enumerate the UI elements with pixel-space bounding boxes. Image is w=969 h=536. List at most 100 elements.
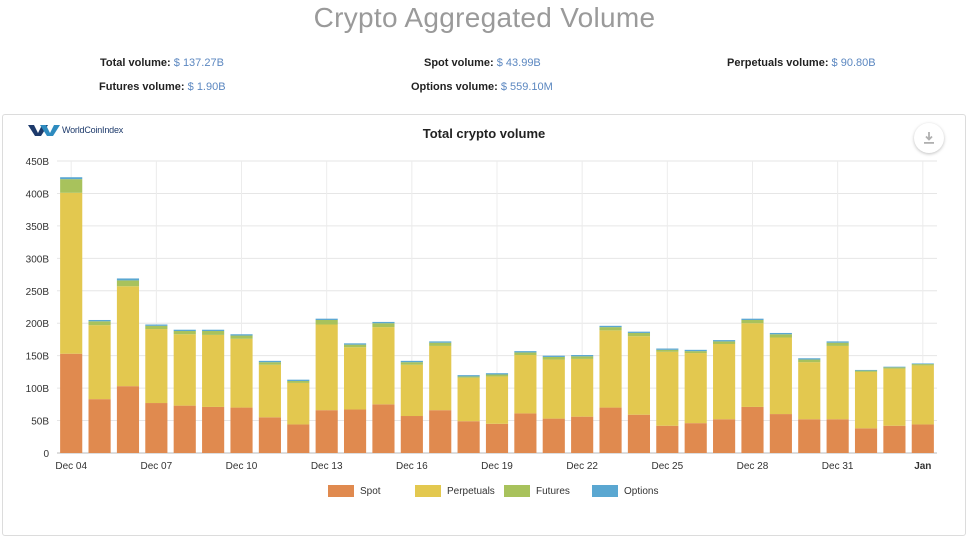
y-tick-label: 100B [26, 384, 50, 395]
bar-spot [684, 423, 707, 453]
bar-spot [429, 410, 452, 453]
bar-spot [116, 386, 140, 453]
bar-options [599, 325, 622, 328]
bar-perpetuals [684, 353, 707, 424]
stat-value: $ 137.27B [173, 57, 224, 69]
bar-spot [769, 414, 792, 453]
bar-options [883, 366, 906, 368]
bar-futures [60, 179, 83, 193]
download-button[interactable] [914, 123, 944, 153]
bar-futures [854, 370, 878, 372]
bar-options [173, 329, 196, 332]
volume-stats: Total volume: $ 137.27B Spot volume: $ 4… [0, 55, 969, 105]
bar-perpetuals [429, 345, 452, 411]
bar-perpetuals [798, 362, 821, 420]
bar-perpetuals [627, 336, 651, 415]
y-tick-label: 400B [26, 189, 50, 200]
bar-options [656, 348, 679, 350]
bar-futures [315, 319, 338, 325]
y-tick-label: 300B [26, 254, 50, 265]
y-tick-label: 0 [43, 449, 49, 460]
bar-futures [145, 325, 168, 330]
bar-spot [798, 419, 821, 453]
bar-options [372, 321, 395, 324]
y-tick-label: 200B [26, 319, 50, 330]
legend-label-futures: Futures [536, 485, 570, 497]
bar-futures [230, 335, 253, 339]
bar-options [60, 177, 83, 180]
legend-item-options[interactable]: Options [592, 485, 658, 497]
legend-swatch-futures [504, 485, 530, 497]
stat-label: Total volume: [100, 57, 171, 69]
y-tick-label: 350B [26, 222, 50, 233]
legend-item-perpetuals[interactable]: Perpetuals [415, 485, 495, 497]
bar-futures [173, 331, 196, 335]
x-tick-label: Dec 13 [311, 461, 343, 472]
stat-label: Perpetuals volume: [727, 57, 829, 69]
logo-text: WorldCoinIndex [62, 125, 124, 135]
bar-perpetuals [911, 365, 934, 425]
bar-perpetuals [514, 355, 537, 414]
bar-options [798, 358, 821, 360]
bar-spot [88, 399, 111, 453]
bar-perpetuals [542, 359, 565, 419]
bar-spot [173, 405, 196, 453]
bar-spot [627, 414, 651, 453]
bar-futures [741, 319, 764, 324]
bar-spot [457, 421, 480, 453]
bar-futures [883, 367, 906, 369]
legend-item-spot[interactable]: Spot [328, 485, 381, 497]
bar-options [854, 369, 878, 371]
worldcoinindex-logo[interactable]: WorldCoinIndex [28, 123, 123, 137]
bar-futures [713, 341, 736, 344]
x-tick-label: Jan [914, 461, 931, 472]
bar-futures [400, 362, 423, 365]
bar-futures [542, 356, 565, 360]
bar-perpetuals [202, 334, 225, 407]
bar-options [627, 331, 651, 333]
bar-futures [571, 356, 594, 359]
bar-perpetuals [258, 364, 281, 418]
legend-item-futures[interactable]: Futures [504, 485, 570, 497]
chart-title: Total crypto volume [422, 126, 546, 141]
stat-futures-volume: Futures volume: $ 1.90B [99, 81, 226, 93]
bar-options [514, 351, 537, 353]
bar-options [485, 373, 509, 375]
x-tick-label: Dec 19 [481, 461, 513, 472]
bar-spot [713, 419, 736, 453]
x-tick-label: Dec 07 [141, 461, 173, 472]
legend-label-spot: Spot [360, 485, 381, 497]
legend-swatch-options [592, 485, 618, 497]
y-tick-label: 50B [31, 417, 49, 428]
bar-spot [542, 418, 565, 453]
stat-value: $ 1.90B [187, 81, 226, 93]
bar-options [230, 334, 253, 336]
legend-swatch-spot [328, 485, 354, 497]
bar-perpetuals [116, 286, 140, 387]
bar-spot [485, 423, 509, 453]
bar-perpetuals [372, 327, 395, 405]
x-tick-label: Dec 22 [566, 461, 598, 472]
bar-options [287, 379, 310, 381]
bar-options [826, 341, 849, 343]
bar-spot [230, 407, 253, 453]
y-tick-label: 250B [26, 287, 50, 298]
stat-value: $ 43.99B [496, 57, 541, 69]
x-tick-label: Dec 28 [737, 461, 769, 472]
bar-spot [656, 425, 679, 453]
bar-perpetuals [315, 324, 338, 411]
bar-options [145, 324, 168, 326]
chart-legend: Spot Perpetuals Futures Options [3, 485, 965, 505]
bar-futures [258, 362, 281, 365]
bar-perpetuals [343, 347, 367, 410]
x-tick-label: Dec 31 [822, 461, 854, 472]
bar-perpetuals [287, 382, 310, 425]
page-title: Crypto Aggregated Volume [313, 2, 656, 33]
chart-plot: 0 50B 100B 150B 200B 250B 300B 350B 400B 450B Dec … [26, 157, 937, 472]
legend-swatch-perpetuals [415, 485, 441, 497]
bar-futures [287, 380, 310, 383]
bar-spot [372, 404, 395, 453]
bar-perpetuals [230, 338, 253, 408]
bar-options [429, 341, 452, 343]
bar-futures [599, 327, 622, 331]
